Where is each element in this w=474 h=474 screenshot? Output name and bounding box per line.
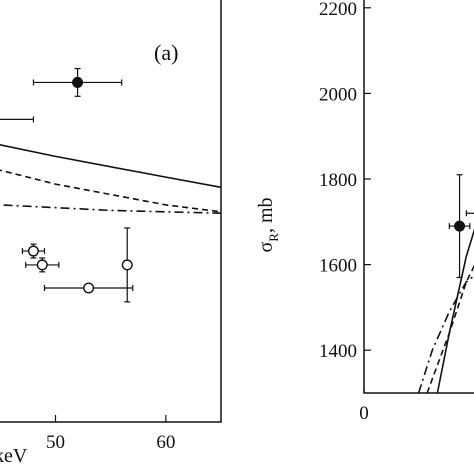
panel-a: 405060 [0,0,222,453]
panel-b-plot-frame [363,0,474,394]
panel-b-dash-dot-curve [417,274,474,394]
panel-a-x-axis-title-fragment: keV [0,445,28,467]
panel-b-y-tick-label: 2000 [319,84,357,105]
panel-a-dash-dot-curve [0,204,222,214]
panel-a-filled-data-point [72,76,84,88]
y-axis-title-unit: , mb [255,197,277,233]
panel-b-filled-data-point [454,220,466,232]
panel-b-solid-curve [436,228,474,394]
panel-b-x-tick-label: 0 [359,403,369,424]
panel-b: 01014001600180020002200 [319,0,474,424]
panel-b-dashed-curve [426,264,474,394]
svg-text:σR, mb: σR, mb [255,197,281,252]
panel-a-open-data-point [36,259,48,271]
panel-b-y-axis-title: σR, mb [255,197,281,252]
panel-b-y-tick-label: 1400 [319,341,357,362]
panel-b-y-tick-label: 1800 [319,170,357,191]
panel-a-label: (a) [154,40,178,65]
panel-b-y-tick-label: 1600 [319,256,357,277]
panel-b-y-tick-label: 2200 [319,0,357,20]
panel-a-open-data-point [27,245,39,257]
panel-a-x-tick-label: 50 [46,432,65,453]
panel-a-open-data-point [83,282,95,294]
panel-a-solid-curve [0,143,222,189]
panel-a-x-tick-label: 60 [156,432,175,453]
panel-a-dashed-curve [0,169,222,213]
y-axis-title-subscript: R [266,233,281,242]
y-axis-title-symbol: σ [255,242,277,253]
panel-a-open-data-point [121,259,133,271]
panel-a-plot-frame [0,0,222,423]
